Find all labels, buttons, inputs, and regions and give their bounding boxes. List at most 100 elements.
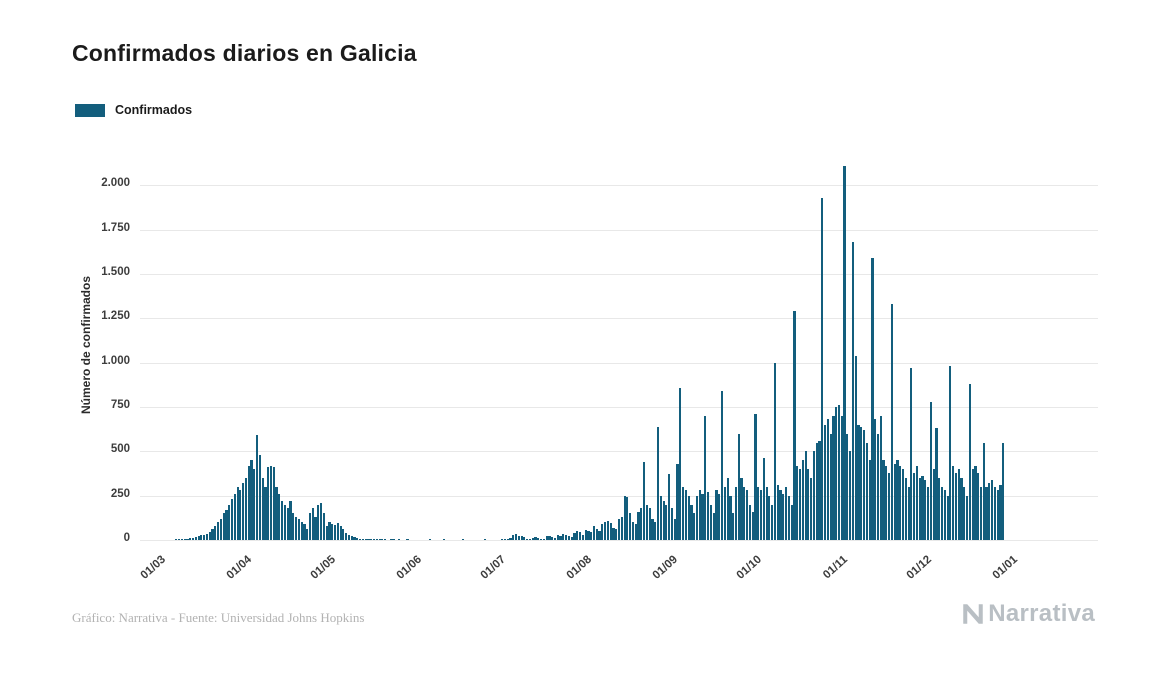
bar bbox=[815, 442, 818, 540]
bar bbox=[384, 539, 387, 540]
bar bbox=[428, 539, 431, 540]
bar bbox=[189, 538, 192, 540]
bar bbox=[397, 539, 401, 540]
gridline bbox=[140, 362, 1098, 364]
bar bbox=[283, 504, 287, 540]
bar bbox=[359, 538, 362, 540]
bar bbox=[798, 469, 802, 540]
bar bbox=[846, 433, 849, 540]
bar bbox=[746, 490, 749, 540]
bar bbox=[985, 486, 988, 540]
bar bbox=[938, 477, 941, 540]
bar bbox=[759, 490, 763, 540]
bar bbox=[840, 415, 843, 540]
bar bbox=[849, 451, 852, 540]
bar bbox=[484, 539, 487, 540]
bar bbox=[771, 504, 774, 540]
bar bbox=[606, 520, 609, 540]
bar bbox=[233, 493, 236, 540]
bar bbox=[517, 535, 520, 540]
bar bbox=[874, 419, 877, 540]
bar bbox=[720, 391, 724, 540]
bar bbox=[322, 513, 325, 540]
y-tick-label: 1.750 bbox=[101, 221, 130, 234]
bar bbox=[943, 490, 946, 540]
bar bbox=[275, 486, 278, 540]
bar bbox=[812, 451, 816, 540]
bar bbox=[715, 490, 718, 540]
bar bbox=[776, 485, 779, 540]
bar bbox=[626, 497, 629, 540]
bar bbox=[707, 492, 710, 540]
bar bbox=[935, 428, 938, 540]
brand: Narrativa bbox=[960, 600, 1095, 628]
bar bbox=[904, 477, 907, 540]
bar bbox=[901, 469, 905, 540]
bar bbox=[389, 539, 392, 540]
bar bbox=[612, 527, 615, 540]
bar bbox=[698, 490, 701, 540]
bar bbox=[320, 502, 323, 540]
bar bbox=[648, 508, 651, 540]
bar bbox=[512, 534, 515, 540]
plot-area bbox=[140, 150, 1098, 541]
bar bbox=[913, 472, 916, 540]
bar bbox=[723, 486, 726, 540]
bar bbox=[548, 535, 551, 540]
bar bbox=[762, 458, 765, 540]
bar bbox=[308, 513, 312, 540]
x-tick-label: 01/06 bbox=[394, 553, 425, 582]
bar bbox=[364, 539, 367, 540]
legend[interactable]: Confirmados bbox=[75, 103, 192, 117]
bar bbox=[971, 469, 974, 540]
x-tick-label: 01/09 bbox=[650, 553, 681, 582]
bar bbox=[186, 538, 189, 540]
bar bbox=[979, 486, 983, 540]
bar bbox=[629, 513, 632, 540]
bar bbox=[617, 518, 621, 540]
bar bbox=[946, 495, 949, 540]
bar bbox=[250, 460, 253, 540]
bar bbox=[837, 405, 841, 540]
bar bbox=[968, 384, 971, 540]
bar bbox=[180, 539, 183, 540]
bar bbox=[793, 311, 796, 540]
x-tick-label: 01/05 bbox=[308, 553, 338, 582]
bar bbox=[821, 197, 824, 540]
gridline bbox=[140, 407, 1098, 409]
bar bbox=[267, 467, 270, 540]
bar bbox=[860, 426, 863, 540]
gridline bbox=[140, 274, 1098, 276]
x-tick-label: 01/10 bbox=[734, 553, 764, 582]
bar bbox=[932, 469, 935, 540]
x-tick-label: 01/03 bbox=[138, 553, 169, 582]
bar bbox=[868, 460, 871, 540]
page-title: Confirmados diarios en Galicia bbox=[72, 40, 417, 66]
bar bbox=[253, 469, 256, 540]
bar bbox=[918, 477, 921, 540]
bar bbox=[347, 534, 351, 540]
bar bbox=[539, 539, 543, 540]
bar bbox=[952, 465, 955, 540]
bar bbox=[584, 530, 587, 540]
bar bbox=[242, 483, 245, 540]
bar bbox=[823, 424, 827, 540]
bar bbox=[857, 424, 860, 540]
bar bbox=[681, 486, 685, 540]
footer-credit: Gráfico: Narrativa - Fuente: Universidad… bbox=[72, 610, 365, 625]
bar bbox=[737, 433, 740, 540]
legend-swatch bbox=[75, 103, 105, 117]
bar bbox=[818, 440, 821, 540]
bar bbox=[208, 532, 211, 540]
bar bbox=[336, 523, 339, 540]
bar bbox=[392, 539, 395, 540]
bar bbox=[634, 524, 637, 540]
bar bbox=[1002, 442, 1005, 540]
bar bbox=[406, 539, 409, 540]
bar bbox=[375, 539, 378, 540]
bar bbox=[200, 534, 203, 540]
bar bbox=[278, 493, 281, 540]
bar bbox=[676, 463, 679, 540]
bar bbox=[929, 401, 932, 540]
bar bbox=[893, 463, 896, 540]
